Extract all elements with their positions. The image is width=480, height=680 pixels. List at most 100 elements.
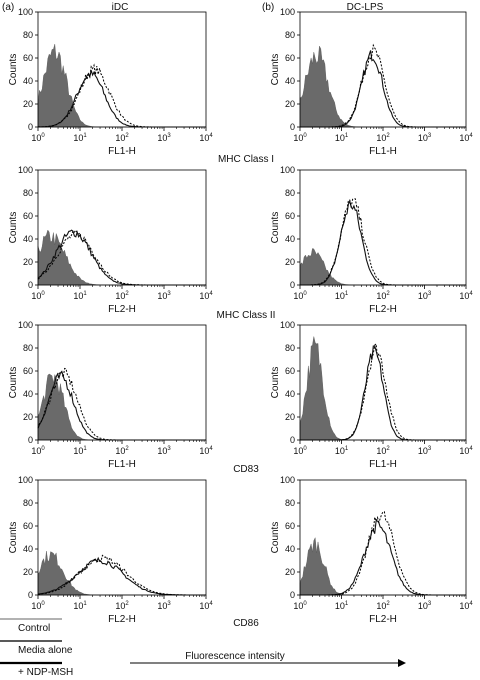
y-tick-label: 100 (18, 320, 33, 330)
x-axis-label: FL2-H (108, 614, 136, 625)
x-tick-label: 102 (376, 601, 390, 611)
y-axis-label: Counts (270, 212, 281, 244)
y-tick-label: 20 (23, 567, 33, 577)
histogram-panel: 0 20 40 60 80 100 100 101 102 103 104 FL1-H Counts (270, 320, 473, 470)
x-tick-label: 104 (199, 133, 213, 143)
x-tick-label: 104 (459, 446, 473, 456)
y-tick-label: 80 (285, 343, 295, 353)
y-tick-label: 60 (285, 211, 295, 221)
y-tick-label: 100 (18, 7, 33, 17)
x-tick-label: 102 (115, 601, 129, 611)
x-axis-label: FL1-H (108, 146, 136, 157)
histogram-panel: 0 20 40 60 80 100 100 101 102 103 104 FL1-H Counts (270, 7, 473, 157)
x-tick-label: 102 (115, 291, 129, 301)
y-tick-label: 100 (280, 475, 295, 485)
y-axis-label: Counts (8, 54, 19, 86)
y-tick-label: 40 (285, 544, 295, 554)
y-tick-label: 80 (23, 188, 33, 198)
x-tick-label: 100 (293, 291, 307, 301)
x-tick-label: 103 (157, 446, 171, 456)
x-axis-label: FL1-H (108, 459, 136, 470)
y-tick-label: 80 (23, 498, 33, 508)
column-a-title: iDC (111, 2, 129, 13)
histogram-panel: 0 20 40 60 80 100 100 101 102 103 104 FL1-H Counts (8, 320, 213, 470)
x-tick-label: 103 (157, 133, 171, 143)
x-tick-label: 103 (418, 133, 432, 143)
y-tick-label: 60 (23, 521, 33, 531)
fluorescence-arrow-head (398, 659, 406, 667)
x-tick-label: 100 (293, 133, 307, 143)
histogram-panel: 0 20 40 60 80 100 100 101 102 103 104 FL1-H Counts (8, 7, 213, 157)
y-tick-label: 0 (28, 435, 33, 445)
y-axis-label: Counts (8, 522, 19, 554)
x-tick-label: 104 (459, 133, 473, 143)
x-tick-label: 102 (376, 446, 390, 456)
x-tick-label: 100 (293, 601, 307, 611)
x-axis-label: FL2-H (108, 304, 136, 315)
x-tick-label: 104 (459, 601, 473, 611)
y-tick-label: 0 (290, 280, 295, 290)
y-tick-label: 40 (285, 389, 295, 399)
panel-b-label: (b) (262, 2, 275, 13)
legend-label-media-alone: Media alone (18, 645, 73, 656)
x-tick-label: 103 (418, 291, 432, 301)
y-tick-label: 20 (23, 99, 33, 109)
y-tick-label: 100 (280, 165, 295, 175)
y-tick-label: 40 (23, 389, 33, 399)
control-histogram (37, 373, 206, 441)
histogram-panel: 0 20 40 60 80 100 100 101 102 103 104 FL2-H Counts (8, 165, 213, 315)
x-tick-label: 101 (335, 133, 349, 143)
y-axis-label: Counts (270, 367, 281, 399)
y-tick-label: 40 (23, 544, 33, 554)
y-tick-label: 60 (285, 521, 295, 531)
y-tick-label: 0 (290, 435, 295, 445)
y-tick-label: 0 (290, 590, 295, 600)
ndp-msh-line (300, 198, 466, 286)
y-tick-label: 40 (23, 76, 33, 86)
y-tick-label: 20 (285, 412, 295, 422)
y-tick-label: 0 (28, 122, 33, 132)
row-label-mhc-class-i: MHC Class I (217, 154, 275, 165)
y-tick-label: 60 (23, 211, 33, 221)
x-tick-label: 103 (418, 601, 432, 611)
y-tick-label: 80 (23, 30, 33, 40)
histogram-panels: 0 20 40 60 80 100 100 101 102 103 104 FL1-H Counts 0 2… (8, 7, 473, 625)
legend-label-ndp-msh: + NDP-MSH (18, 667, 74, 678)
x-tick-label: 102 (376, 291, 390, 301)
x-tick-label: 104 (199, 601, 213, 611)
legend-label-control: Control (18, 623, 51, 634)
x-tick-label: 104 (459, 291, 473, 301)
x-tick-label: 101 (335, 601, 349, 611)
x-tick-label: 102 (115, 446, 129, 456)
y-tick-label: 100 (280, 7, 295, 17)
row-label-cd83: CD83 (233, 464, 259, 475)
y-tick-label: 80 (285, 498, 295, 508)
y-tick-label: 40 (285, 76, 295, 86)
x-tick-label: 103 (157, 291, 171, 301)
row-label-mhc-class-ii: MHC Class II (216, 310, 276, 321)
x-tick-label: 101 (335, 446, 349, 456)
x-tick-label: 100 (31, 133, 45, 143)
y-tick-label: 0 (28, 590, 33, 600)
y-tick-label: 80 (285, 188, 295, 198)
y-axis-label: Counts (270, 54, 281, 86)
y-tick-label: 20 (23, 257, 33, 267)
row-label-cd86: CD86 (233, 618, 259, 629)
y-axis-label: Counts (270, 522, 281, 554)
control-histogram (299, 536, 466, 596)
y-axis-label: Counts (8, 367, 19, 399)
histogram-panel: 0 20 40 60 80 100 100 101 102 103 104 FL2-H Counts (270, 165, 473, 315)
y-tick-label: 20 (285, 257, 295, 267)
control-histogram (299, 248, 466, 286)
x-tick-label: 104 (199, 291, 213, 301)
x-axis-label: FL2-H (369, 304, 397, 315)
x-tick-label: 100 (293, 446, 307, 456)
control-histogram (299, 336, 466, 441)
y-tick-label: 60 (23, 53, 33, 63)
y-tick-label: 80 (23, 343, 33, 353)
y-tick-label: 20 (23, 412, 33, 422)
x-axis-label: FL2-H (369, 614, 397, 625)
y-axis-label: Counts (8, 212, 19, 244)
x-tick-label: 101 (73, 291, 87, 301)
